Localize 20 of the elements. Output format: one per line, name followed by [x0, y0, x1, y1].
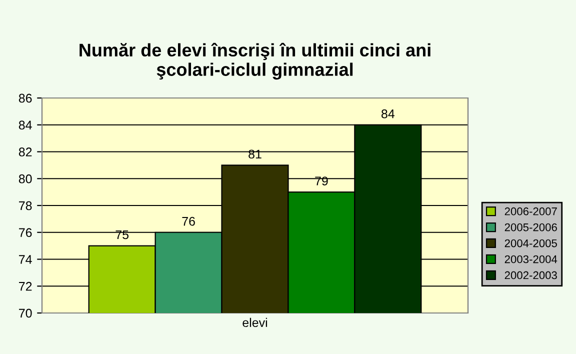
y-tick-label: 86	[18, 94, 32, 103]
y-tick-label: 84	[18, 120, 32, 130]
x-tick-label: elevi	[242, 318, 268, 328]
data-label: 84	[382, 109, 394, 118]
y-tick-label: 76	[19, 228, 32, 238]
legend-label: 2003-2004	[504, 255, 558, 264]
y-tick-label: 74	[19, 255, 32, 264]
y-tick-label: 80	[18, 174, 32, 184]
legend-label: 2005-2006	[504, 223, 557, 232]
data-label: 76	[182, 216, 195, 226]
y-tick-label: 72	[19, 282, 32, 291]
chart-title: Număr de elevi înscrişi în ultimii cinci ani şcolari-ciclul gimnazial	[80, 42, 430, 80]
legend-label: 2004-2005	[504, 239, 557, 248]
y-tick-label: 78	[19, 201, 32, 210]
legend-label: 2002-2003	[504, 271, 557, 280]
legend-label: 2006-2007	[504, 207, 557, 216]
y-tick-label: 70	[19, 308, 32, 318]
y-tick-label: 82	[18, 148, 32, 156]
data-label: 79	[315, 176, 328, 186]
data-label: 75	[116, 230, 129, 240]
